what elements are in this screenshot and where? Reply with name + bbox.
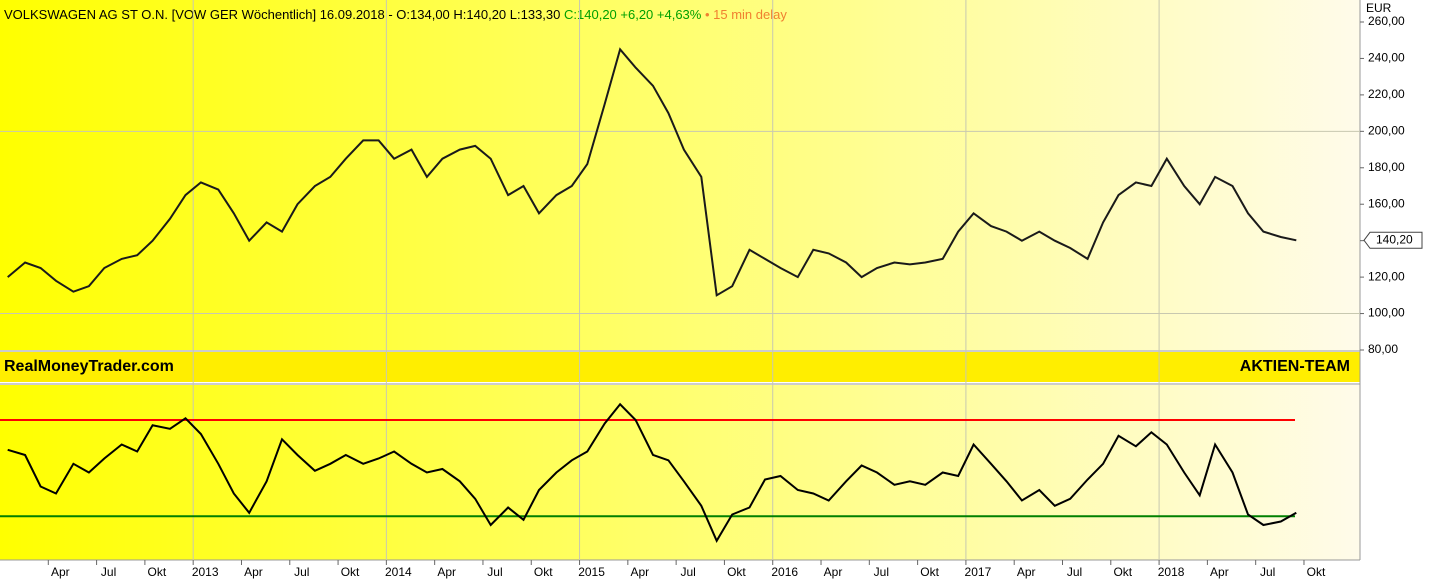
- banner-left: RealMoneyTrader.com: [4, 358, 174, 375]
- x-tick-label: 2016: [771, 565, 798, 579]
- series-line: [7, 47, 1297, 297]
- x-tick-label: Apr: [630, 565, 649, 579]
- x-tick-label: 2018: [1158, 565, 1185, 579]
- unit-label: EUR: [1366, 1, 1392, 15]
- x-tick-label: Apr: [437, 565, 456, 579]
- x-tick-label: 2015: [578, 565, 605, 579]
- x-tick-label: Jul: [1260, 565, 1275, 579]
- x-tick-label: Jul: [101, 565, 116, 579]
- x-tick-label: Jul: [294, 565, 309, 579]
- y-tick-label: 160,00: [1368, 196, 1405, 210]
- y-tick-label: 260,00: [1368, 14, 1405, 28]
- x-tick-label: Okt: [341, 565, 360, 579]
- price-panel: [0, 0, 1360, 350]
- last-price-box: [1363, 231, 1423, 249]
- x-tick-label: Apr: [51, 565, 70, 579]
- indicator-panel: [0, 385, 1360, 560]
- y-tick-label: 180,00: [1368, 160, 1405, 174]
- x-tick-label: 2013: [192, 565, 219, 579]
- x-tick-label: Jul: [680, 565, 695, 579]
- x-tick-label: Okt: [148, 565, 167, 579]
- x-tick-label: Okt: [727, 565, 746, 579]
- x-tick-label: Jul: [1067, 565, 1082, 579]
- x-tick-label: Jul: [487, 565, 502, 579]
- x-tick-label: Okt: [1307, 565, 1326, 579]
- x-tick-label: Apr: [824, 565, 843, 579]
- y-tick-label: 240,00: [1368, 51, 1405, 65]
- x-tick-label: 2014: [385, 565, 412, 579]
- banner-right: AKTIEN-TEAM: [1240, 358, 1350, 375]
- banner: [0, 352, 1360, 382]
- x-tick-label: Okt: [534, 565, 553, 579]
- y-tick-label: 120,00: [1368, 269, 1405, 283]
- x-tick-label: Apr: [1017, 565, 1036, 579]
- last-price-label: 140,20: [1376, 232, 1413, 246]
- y-tick-label: 220,00: [1368, 87, 1405, 101]
- series-line: [7, 402, 1297, 543]
- x-tick-label: Apr: [244, 565, 263, 579]
- header: VOLKSWAGEN AG ST O.N. [VOW GER Wöchentli…: [4, 7, 787, 22]
- x-tick-label: Okt: [920, 565, 939, 579]
- x-tick-label: 2017: [965, 565, 992, 579]
- x-tick-label: Okt: [1113, 565, 1132, 579]
- y-tick-label: 200,00: [1368, 124, 1405, 138]
- x-tick-label: Apr: [1210, 565, 1229, 579]
- y-tick-label: 80,00: [1368, 342, 1398, 356]
- y-tick-label: 100,00: [1368, 306, 1405, 320]
- x-tick-label: Jul: [874, 565, 889, 579]
